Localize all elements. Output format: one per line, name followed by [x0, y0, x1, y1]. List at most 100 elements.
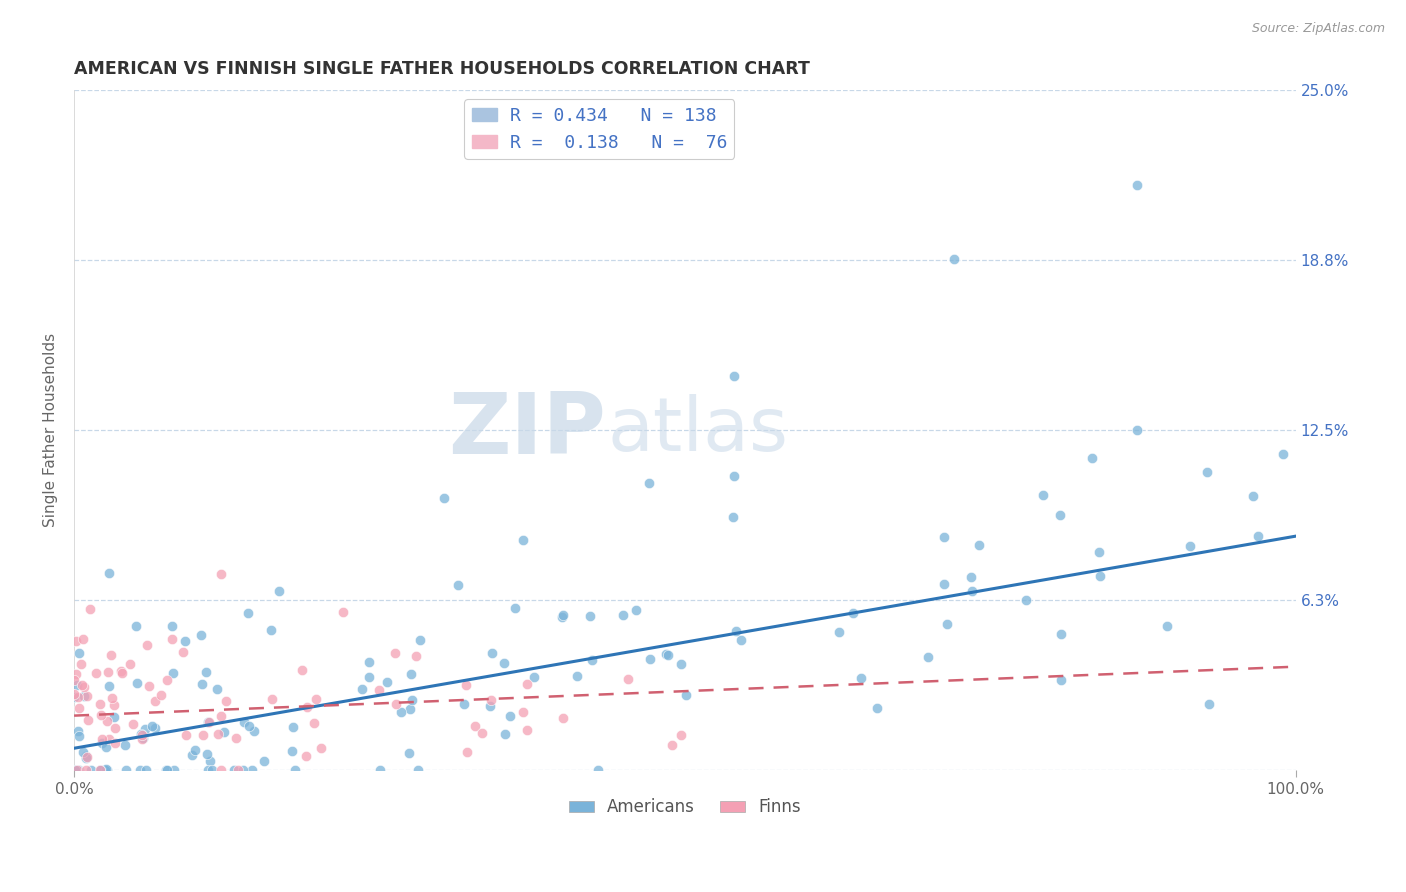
Point: [551, 711, 574, 725]
Point: [160, 632, 183, 647]
Point: [96, 763, 118, 777]
Point: [136, 639, 159, 653]
Point: [499, 709, 522, 723]
Point: [73, 680, 96, 694]
Point: [89, 697, 111, 711]
Point: [100, 648, 122, 663]
Point: [1126, 178, 1149, 193]
Point: [66, 723, 89, 738]
Point: [723, 469, 745, 483]
Point: [90, 708, 112, 723]
Point: [551, 607, 574, 622]
Point: [75, 763, 97, 777]
Point: [97, 731, 120, 746]
Point: [91, 731, 114, 746]
Point: [243, 723, 266, 738]
Point: [640, 652, 662, 666]
Point: [195, 747, 218, 761]
Point: [69, 657, 91, 671]
Point: [94, 740, 117, 755]
Point: [551, 609, 574, 624]
Point: [375, 674, 398, 689]
Point: [1050, 626, 1073, 640]
Point: [75, 749, 97, 764]
Point: [72, 632, 94, 646]
Point: [671, 657, 693, 671]
Point: [1080, 450, 1102, 465]
Point: [104, 721, 127, 735]
Point: [67, 646, 90, 660]
Point: [581, 653, 603, 667]
Point: [721, 509, 744, 524]
Point: [93, 763, 115, 777]
Point: [155, 673, 177, 688]
Point: [669, 728, 692, 742]
Point: [471, 725, 494, 739]
Point: [79, 602, 101, 616]
Point: [1049, 508, 1071, 523]
Point: [405, 648, 427, 663]
Point: [131, 728, 153, 742]
Point: [1087, 545, 1109, 559]
Point: [409, 633, 432, 648]
Point: [367, 683, 389, 698]
Point: [1015, 592, 1038, 607]
Point: [661, 738, 683, 752]
Point: [110, 664, 132, 678]
Point: [173, 633, 195, 648]
Point: [65, 763, 87, 777]
Point: [332, 605, 354, 619]
Point: [96, 763, 118, 777]
Point: [959, 569, 981, 583]
Point: [1126, 423, 1149, 437]
Point: [66, 763, 89, 777]
Point: [934, 530, 956, 544]
Point: [259, 623, 281, 637]
Point: [725, 624, 748, 638]
Point: [67, 700, 90, 714]
Legend: Americans, Finns: Americans, Finns: [562, 791, 807, 822]
Point: [352, 682, 374, 697]
Point: [638, 475, 661, 490]
Point: [90, 763, 112, 777]
Point: [226, 763, 249, 777]
Text: atlas: atlas: [607, 393, 789, 467]
Point: [262, 691, 284, 706]
Point: [1198, 697, 1220, 711]
Point: [453, 697, 475, 711]
Point: [295, 699, 318, 714]
Point: [1195, 465, 1218, 479]
Point: [936, 616, 959, 631]
Point: [160, 618, 183, 632]
Point: [503, 601, 526, 615]
Text: Source: ZipAtlas.com: Source: ZipAtlas.com: [1251, 22, 1385, 36]
Point: [657, 648, 679, 663]
Point: [232, 763, 254, 777]
Point: [398, 746, 420, 760]
Point: [73, 689, 96, 703]
Point: [121, 717, 143, 731]
Point: [163, 763, 186, 777]
Point: [512, 533, 534, 548]
Point: [401, 693, 423, 707]
Point: [917, 649, 939, 664]
Point: [236, 606, 259, 620]
Point: [103, 710, 125, 724]
Point: [120, 657, 142, 672]
Point: [942, 252, 965, 266]
Point: [77, 713, 100, 727]
Point: [240, 763, 263, 777]
Point: [190, 628, 212, 642]
Point: [456, 745, 478, 759]
Point: [197, 715, 219, 730]
Point: [1156, 619, 1178, 633]
Point: [131, 731, 153, 746]
Point: [516, 723, 538, 738]
Point: [97, 566, 120, 580]
Point: [399, 667, 422, 681]
Point: [447, 578, 470, 592]
Point: [967, 538, 990, 552]
Point: [70, 678, 93, 692]
Point: [588, 763, 610, 777]
Point: [195, 665, 218, 680]
